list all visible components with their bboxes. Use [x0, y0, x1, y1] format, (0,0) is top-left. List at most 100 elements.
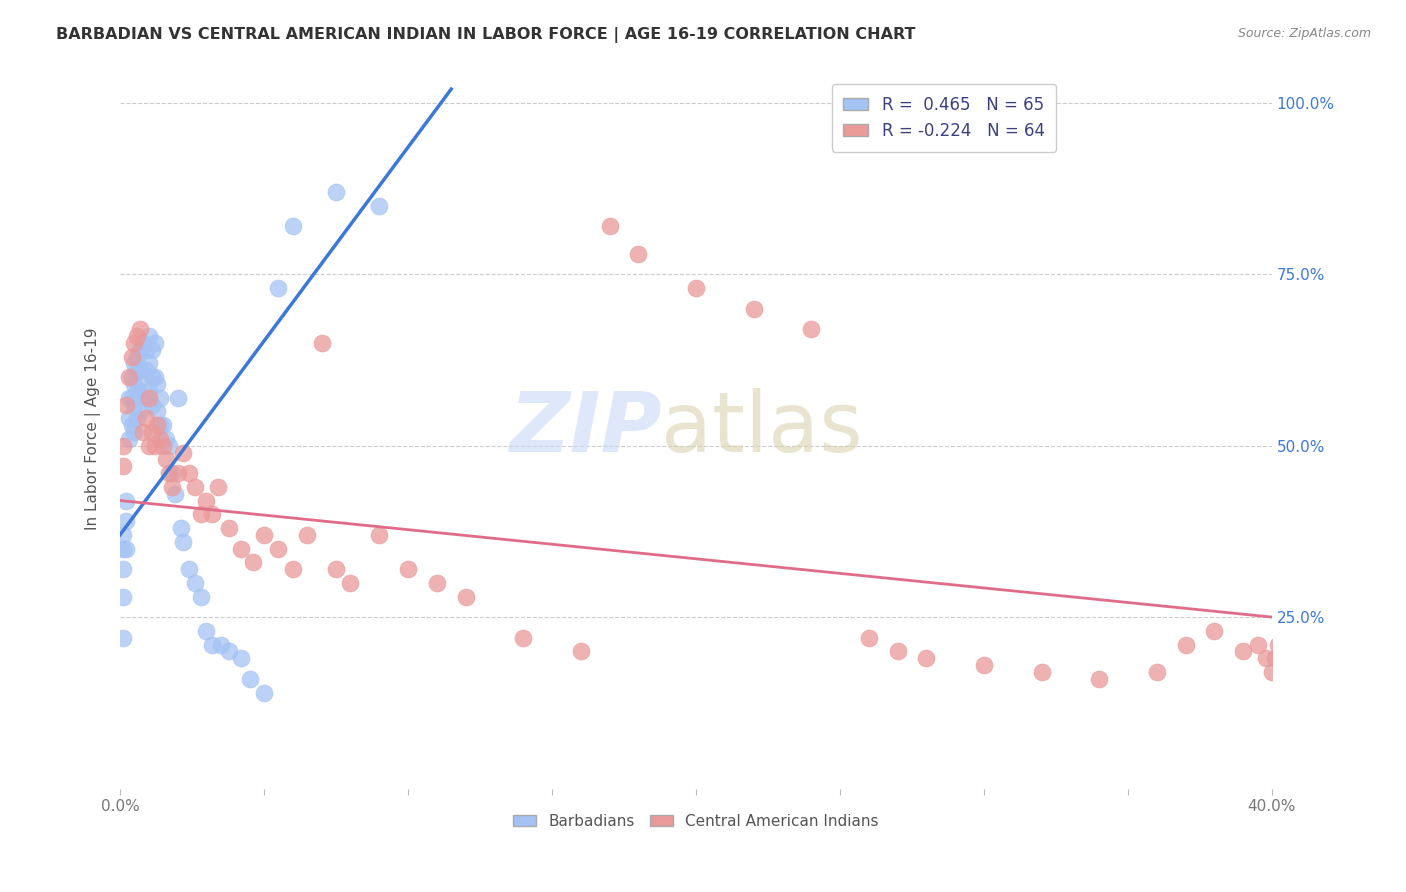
- Point: [160, 466, 183, 480]
- Point: [267, 541, 290, 556]
- Point: [132, 425, 155, 439]
- Point: [121, 370, 143, 384]
- Point: [111, 459, 134, 474]
- Point: [129, 322, 152, 336]
- Point: [1232, 644, 1254, 658]
- Point: [166, 466, 188, 480]
- Point: [973, 658, 995, 673]
- Point: [111, 439, 134, 453]
- Point: [124, 335, 146, 350]
- Point: [138, 391, 160, 405]
- Point: [111, 590, 134, 604]
- Point: [135, 391, 157, 405]
- Point: [111, 631, 134, 645]
- Point: [1264, 651, 1286, 665]
- Point: [149, 418, 172, 433]
- Point: [146, 376, 169, 391]
- Point: [135, 363, 157, 377]
- Point: [143, 439, 166, 453]
- Point: [132, 370, 155, 384]
- Point: [1267, 638, 1289, 652]
- Point: [218, 644, 240, 658]
- Point: [169, 521, 191, 535]
- Point: [114, 398, 136, 412]
- Point: [1256, 651, 1278, 665]
- Point: [129, 343, 152, 357]
- Point: [111, 528, 134, 542]
- Point: [172, 445, 194, 459]
- Point: [886, 644, 908, 658]
- Point: [124, 376, 146, 391]
- Point: [297, 528, 319, 542]
- Point: [152, 439, 174, 453]
- Point: [141, 370, 163, 384]
- Point: [426, 575, 449, 590]
- Point: [242, 555, 264, 569]
- Point: [179, 466, 201, 480]
- Point: [127, 350, 149, 364]
- Point: [218, 521, 240, 535]
- Point: [127, 411, 149, 425]
- Text: Source: ZipAtlas.com: Source: ZipAtlas.com: [1237, 27, 1371, 40]
- Point: [281, 219, 304, 234]
- Text: atlas: atlas: [661, 388, 863, 469]
- Point: [127, 384, 149, 398]
- Point: [1031, 665, 1053, 679]
- Point: [195, 624, 218, 638]
- Point: [1146, 665, 1168, 679]
- Point: [311, 335, 333, 350]
- Point: [157, 466, 180, 480]
- Point: [1246, 638, 1268, 652]
- Point: [124, 398, 146, 412]
- Point: [143, 370, 166, 384]
- Point: [325, 562, 347, 576]
- Point: [742, 301, 765, 316]
- Point: [1174, 638, 1197, 652]
- Point: [396, 562, 419, 576]
- Point: [253, 528, 276, 542]
- Point: [155, 452, 177, 467]
- Point: [141, 425, 163, 439]
- Point: [800, 322, 823, 336]
- Point: [124, 356, 146, 370]
- Point: [114, 514, 136, 528]
- Point: [129, 384, 152, 398]
- Point: [118, 411, 141, 425]
- Point: [454, 590, 477, 604]
- Text: BARBADIAN VS CENTRAL AMERICAN INDIAN IN LABOR FORCE | AGE 16-19 CORRELATION CHAR: BARBADIAN VS CENTRAL AMERICAN INDIAN IN …: [56, 27, 915, 43]
- Point: [172, 534, 194, 549]
- Point: [129, 404, 152, 418]
- Point: [141, 398, 163, 412]
- Point: [149, 391, 172, 405]
- Point: [229, 651, 252, 665]
- Point: [1088, 672, 1111, 686]
- Point: [190, 507, 212, 521]
- Point: [339, 575, 361, 590]
- Point: [149, 432, 172, 446]
- Point: [858, 631, 880, 645]
- Point: [111, 562, 134, 576]
- Point: [569, 644, 592, 658]
- Legend: Barbadians, Central American Indians: Barbadians, Central American Indians: [508, 807, 884, 835]
- Point: [239, 672, 262, 686]
- Point: [627, 246, 650, 260]
- Point: [599, 219, 621, 234]
- Y-axis label: In Labor Force | Age 16-19: In Labor Force | Age 16-19: [86, 327, 101, 530]
- Point: [135, 411, 157, 425]
- Point: [201, 638, 224, 652]
- Point: [135, 343, 157, 357]
- Point: [114, 493, 136, 508]
- Point: [118, 391, 141, 405]
- Point: [146, 418, 169, 433]
- Point: [138, 439, 160, 453]
- Point: [1204, 624, 1226, 638]
- Point: [163, 486, 186, 500]
- Point: [195, 493, 218, 508]
- Point: [127, 363, 149, 377]
- Point: [124, 425, 146, 439]
- Point: [121, 391, 143, 405]
- Point: [111, 541, 134, 556]
- Point: [114, 541, 136, 556]
- Point: [141, 343, 163, 357]
- Point: [209, 638, 232, 652]
